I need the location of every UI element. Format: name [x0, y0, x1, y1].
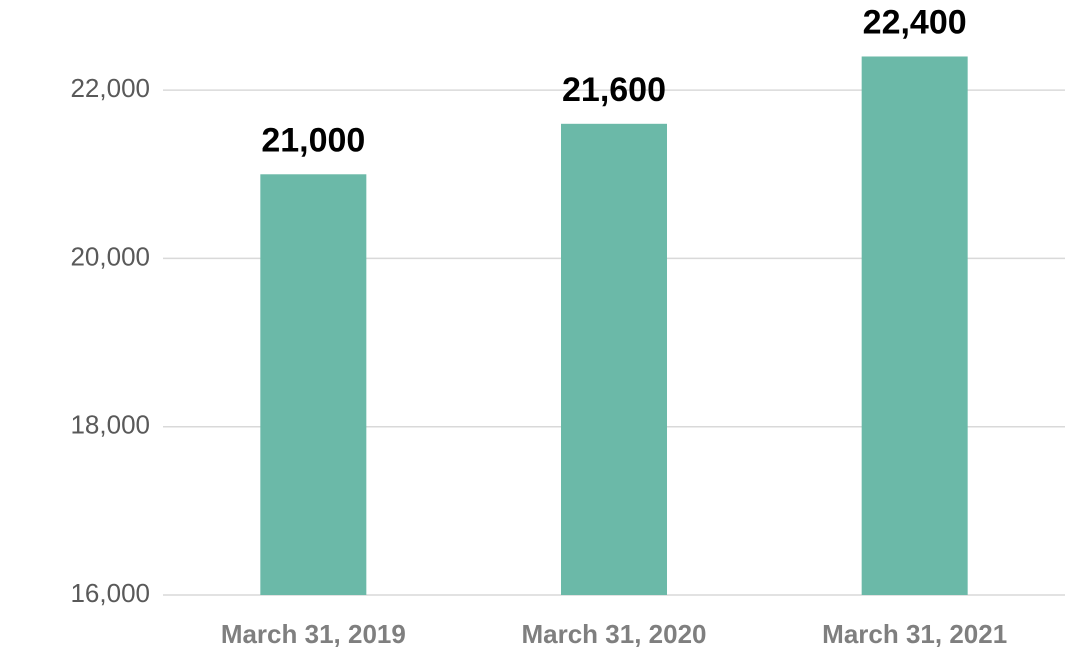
y-tick-label: 20,000 [70, 241, 150, 271]
x-tick-label: March 31, 2019 [221, 619, 406, 649]
bar [861, 56, 968, 595]
x-tick-label: March 31, 2021 [822, 619, 1007, 649]
value-label: 21,000 [261, 121, 365, 159]
y-tick-label: 22,000 [70, 73, 150, 103]
y-tick-label: 16,000 [70, 578, 150, 608]
bar [561, 123, 667, 596]
value-label: 21,600 [562, 71, 666, 109]
value-label: 22,400 [863, 3, 967, 41]
y-tick-label: 18,000 [70, 410, 150, 440]
bar [260, 174, 367, 596]
x-tick-label: March 31, 2020 [521, 619, 706, 649]
